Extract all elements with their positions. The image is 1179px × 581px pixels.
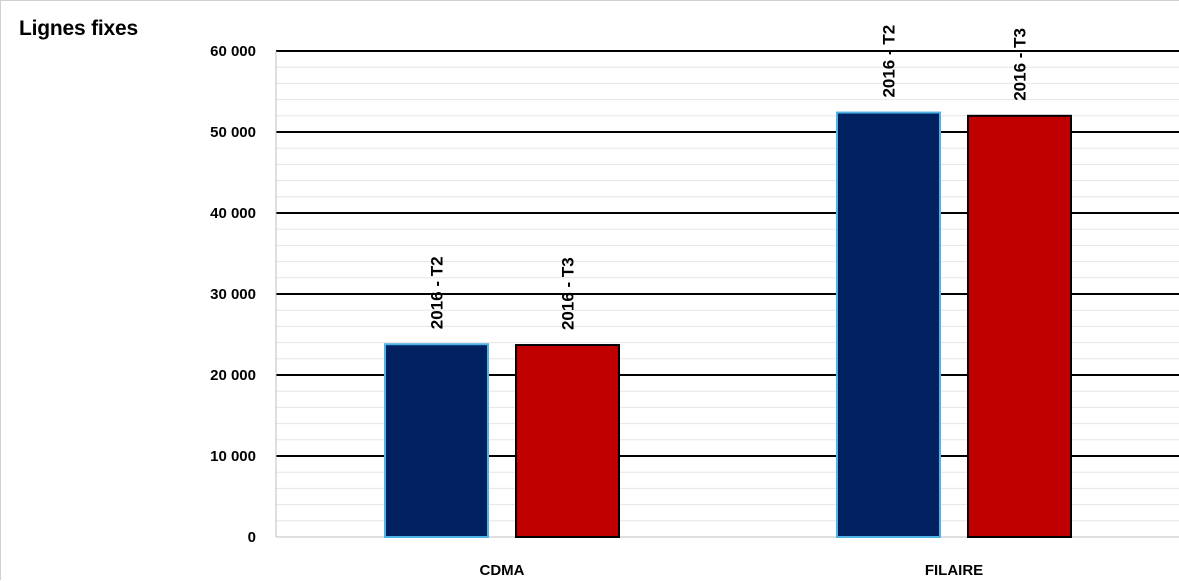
y-tick-label: 30 000 <box>210 286 256 303</box>
chart-title: Lignes fixes <box>19 17 138 40</box>
bar-cdma-series-2 <box>515 344 620 538</box>
data-labels: 2016 - T2 2016 - T3 2016 - T2 2016 - T3 <box>428 25 1030 330</box>
bar-cdma-series-1 <box>384 343 489 538</box>
y-axis: 0 10 000 20 000 30 000 40 000 50 000 60 000 CDM… <box>210 43 1179 579</box>
data-label: 2016 - T3 <box>1011 28 1030 101</box>
x-category-label: FILAIRE <box>925 562 983 579</box>
data-label: 2016 - T3 <box>559 257 578 330</box>
y-tick-label: 40 000 <box>210 205 256 222</box>
x-category-label: CDMA <box>480 562 525 579</box>
y-tick-label: 50 000 <box>210 124 256 141</box>
bars <box>384 111 1072 539</box>
bar-filaire-series-1 <box>836 111 941 538</box>
data-label: 2016 - T2 <box>428 256 447 329</box>
bar-filaire-series-2 <box>967 114 1072 539</box>
y-tick-label: 20 000 <box>210 367 256 384</box>
data-label: 2016 - T2 <box>880 25 899 98</box>
y-tick-label: 10 000 <box>210 448 256 465</box>
y-tick-label: 60 000 <box>210 43 256 60</box>
y-tick-label: 0 <box>248 529 256 546</box>
